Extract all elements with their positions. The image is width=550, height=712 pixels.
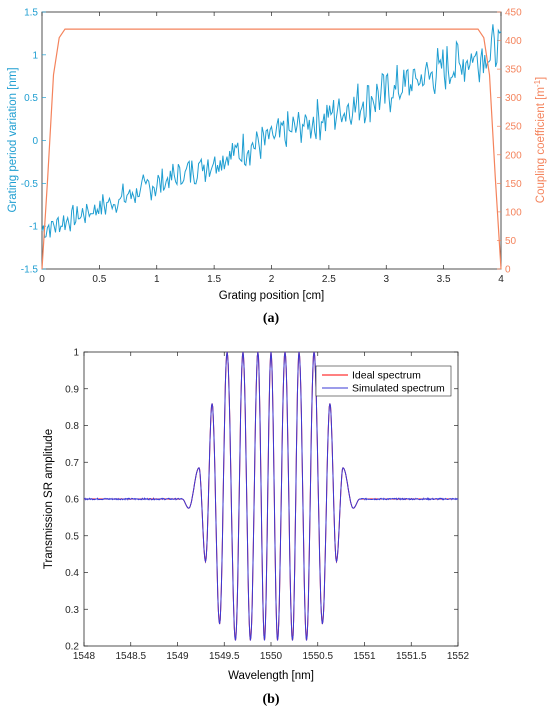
panel-a-y-label-left: Grating period variation [nm] [7, 67, 19, 212]
a-ytick-left-label: -1.5 [21, 265, 39, 276]
a-xtick-label: 1.5 [207, 274, 221, 285]
panel-a-plot-area [41, 11, 502, 270]
a-ytick-left-label: -1 [29, 222, 38, 233]
a-ytick-right-label: 150 [505, 179, 522, 190]
a-ytick-right-label: 350 [505, 65, 522, 76]
panel-b-x-label: Wavelength [nm] [228, 670, 314, 682]
panel-a-y-label-right-close: ] [535, 77, 547, 80]
a-xtick-label: 0 [39, 274, 45, 285]
b-ytick-label: 0.3 [65, 605, 79, 616]
a-ytick-right-label: 400 [505, 36, 522, 47]
a-ytick-left-label: -0.5 [21, 179, 39, 190]
a-xtick-label: 1 [154, 274, 160, 285]
b-ytick-label: 1 [73, 348, 79, 359]
panel-a-x-label: Grating position [cm] [219, 290, 324, 302]
a-xtick-label: 0.5 [92, 274, 106, 285]
panel-b-caption: (b) [262, 692, 279, 707]
panel-b-y-label: Transmission SR amplitude [43, 429, 55, 569]
b-xtick-label: 1552 [447, 651, 470, 662]
panel-b-simulated-spectrum-line [83, 351, 459, 641]
b-xtick-label: 1549 [166, 651, 189, 662]
a-ytick-right-label: 200 [505, 150, 522, 161]
panel-b-y-ticks: 0.2 0.3 0.4 0.5 0.6 0.7 0.8 0.9 1 [65, 348, 458, 653]
a-ytick-left-label: 1 [32, 50, 38, 61]
panel-a-period-variation-line [41, 24, 502, 239]
a-ytick-right-label: 0 [505, 265, 511, 276]
a-ytick-right-label: 450 [505, 8, 522, 19]
panel-a-coupling-coefficient-line [41, 28, 502, 270]
a-xtick-label: 3.5 [437, 274, 451, 285]
a-ytick-right-label: 300 [505, 93, 522, 104]
legend-box [315, 365, 452, 397]
panel-a-caption: (a) [263, 311, 280, 326]
b-ytick-label: 0.2 [65, 642, 79, 653]
b-xtick-label: 1548 [73, 651, 96, 662]
b-ytick-label: 0.8 [65, 421, 79, 432]
legend-ideal-label: Ideal spectrum [352, 370, 421, 382]
a-ytick-left-label: 0.5 [24, 93, 38, 104]
panel-a-y-label-right: Coupling coefficient [m-1] [533, 77, 547, 203]
b-xtick-label: 1550.5 [302, 651, 333, 662]
b-ytick-label: 0.9 [65, 384, 79, 395]
panel-a: 0 0.5 1 1.5 2 2.5 3 3.5 4 -1.5 -1 -0.5 0 0.5 1 1.5 0 50… [7, 8, 547, 327]
b-ytick-label: 0.7 [65, 458, 79, 469]
b-xtick-label: 1551 [353, 651, 376, 662]
b-xtick-label: 1551.5 [396, 651, 427, 662]
panel-a-y-ticks-right: 0 50 100 150 200 250 300 350 400 450 [497, 8, 522, 276]
panel-b-x-ticks: 1548 1548.5 1549 1549.5 1550 1550.5 1551 1551.5… [73, 352, 470, 662]
panel-a-y-label-right-text: Coupling coefficient [m [535, 87, 547, 203]
b-ytick-label: 0.6 [65, 495, 79, 506]
panel-a-y-ticks-left: -1.5 -1 -0.5 0 0.5 1 1.5 [21, 8, 46, 276]
a-ytick-left-label: 0 [32, 136, 38, 147]
a-ytick-left-label: 1.5 [24, 8, 38, 19]
a-xtick-label: 2.5 [322, 274, 336, 285]
panel-b-legend: Ideal spectrum Simulated spectrum [315, 365, 452, 397]
b-ytick-label: 0.4 [65, 568, 79, 579]
panel-a-x-ticks: 0 0.5 1 1.5 2 2.5 3 3.5 4 [39, 12, 504, 285]
panel-a-y-label-right-exp: -1 [533, 79, 542, 87]
a-ytick-right-label: 250 [505, 122, 522, 133]
b-xtick-label: 1548.5 [115, 651, 146, 662]
a-ytick-right-label: 50 [505, 236, 517, 247]
b-ytick-label: 0.5 [65, 531, 79, 542]
a-ytick-right-label: 100 [505, 207, 522, 218]
a-xtick-label: 2 [269, 274, 275, 285]
a-xtick-label: 3 [383, 274, 389, 285]
panel-b: 1548 1548.5 1549 1549.5 1550 1550.5 1551 1551.5… [43, 348, 470, 708]
legend-simulated-label: Simulated spectrum [352, 383, 445, 395]
a-xtick-label: 4 [498, 274, 504, 285]
b-xtick-label: 1550 [260, 651, 283, 662]
b-xtick-label: 1549.5 [209, 651, 240, 662]
